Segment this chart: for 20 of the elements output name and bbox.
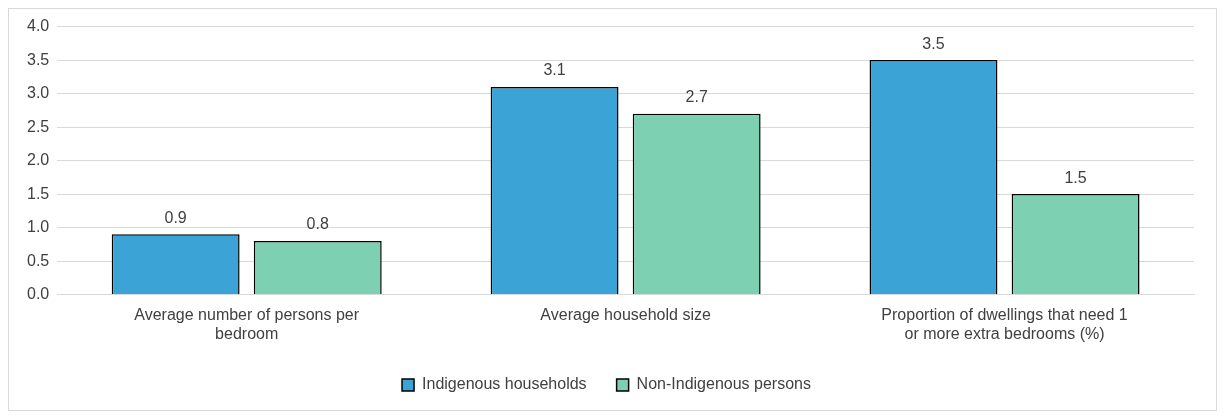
data-label: 2.7 — [685, 88, 708, 106]
x-tick-label: Average number of persons per bedroom — [134, 305, 360, 342]
y-tick-label: 3.0 — [26, 84, 50, 102]
y-tick-label: 3.5 — [26, 50, 50, 68]
x-tick-label: Proportion of dwellings that need 1 or more extra bedrooms (%) — [881, 305, 1128, 342]
data-label: 3.5 — [922, 34, 945, 52]
data-label: 1.5 — [1064, 168, 1087, 186]
data-label: 3.1 — [543, 61, 566, 79]
y-tick-label: 1.5 — [26, 184, 50, 202]
data-label: 0.8 — [306, 215, 329, 233]
y-tick-label: 2.0 — [26, 151, 50, 169]
data-label: 0.9 — [164, 208, 187, 226]
x-tick-label: Average household size — [540, 305, 711, 323]
legend-label: Non-Indigenous persons — [636, 375, 811, 393]
y-tick-label: 0.5 — [26, 251, 50, 269]
y-tick-label: 0.0 — [26, 285, 50, 303]
y-tick-label: 2.5 — [26, 117, 50, 135]
legend-label: Indigenous households — [422, 375, 587, 393]
y-tick-label: 1.0 — [26, 218, 50, 236]
y-tick-label: 4.0 — [26, 17, 50, 35]
